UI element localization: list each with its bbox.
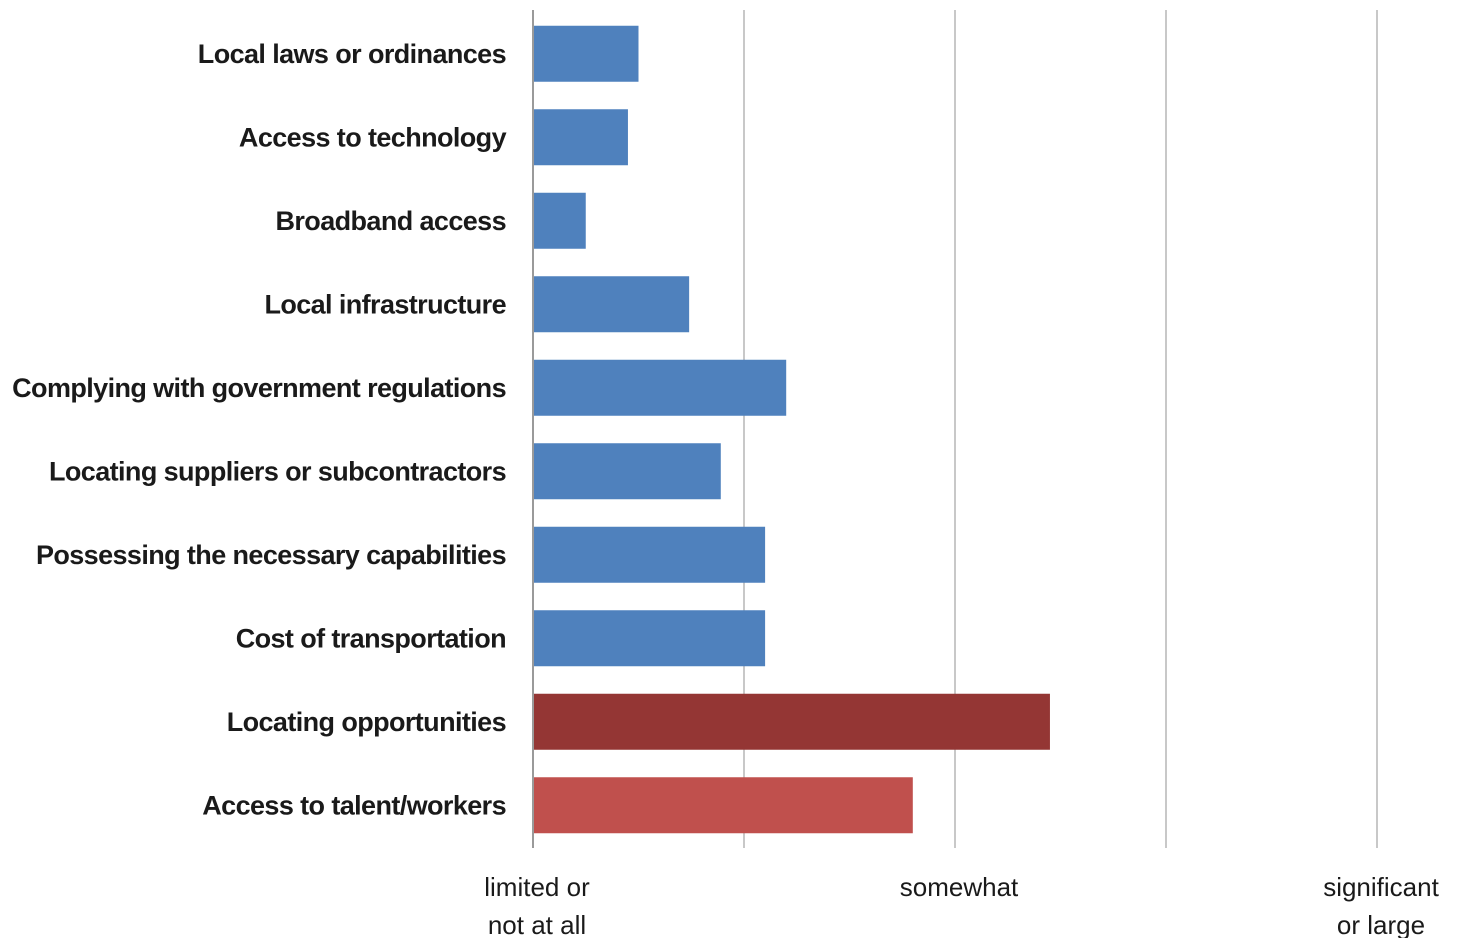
bars <box>533 25 1050 834</box>
bar-4 <box>533 276 690 333</box>
x-tick-label-2: somewhat <box>900 872 1019 902</box>
bar-2 <box>533 109 628 166</box>
bar-5 <box>533 359 787 416</box>
bar-1 <box>533 25 639 82</box>
bar-7 <box>533 526 766 583</box>
category-label-10: Access to talent/workers <box>202 790 506 820</box>
category-label-7: Possessing the necessary capabilities <box>36 540 506 570</box>
category-label-5: Complying with government regulations <box>12 373 506 403</box>
bar-10 <box>533 777 913 834</box>
category-label-1: Local laws or ordinances <box>198 39 506 69</box>
category-label-3: Broadband access <box>276 206 507 236</box>
category-label-4: Local infrastructure <box>264 289 506 319</box>
x-tick-label-3: significant or large <box>1323 872 1439 938</box>
bar-3 <box>533 192 586 249</box>
x-tick-label-1: limited or not at all <box>484 872 590 938</box>
category-label-9: Locating opportunities <box>227 707 506 737</box>
category-label-8: Cost of transportation <box>236 623 506 653</box>
bar-6 <box>533 443 721 500</box>
category-labels: Local laws or ordinances Access to techno… <box>12 39 507 821</box>
x-tick-labels: limited or not at all somewhat significant o… <box>484 872 1439 938</box>
category-label-6: Locating suppliers or subcontractors <box>49 456 506 486</box>
bar-8 <box>533 610 766 667</box>
bar-9 <box>533 693 1050 750</box>
category-label-2: Access to technology <box>239 122 507 152</box>
